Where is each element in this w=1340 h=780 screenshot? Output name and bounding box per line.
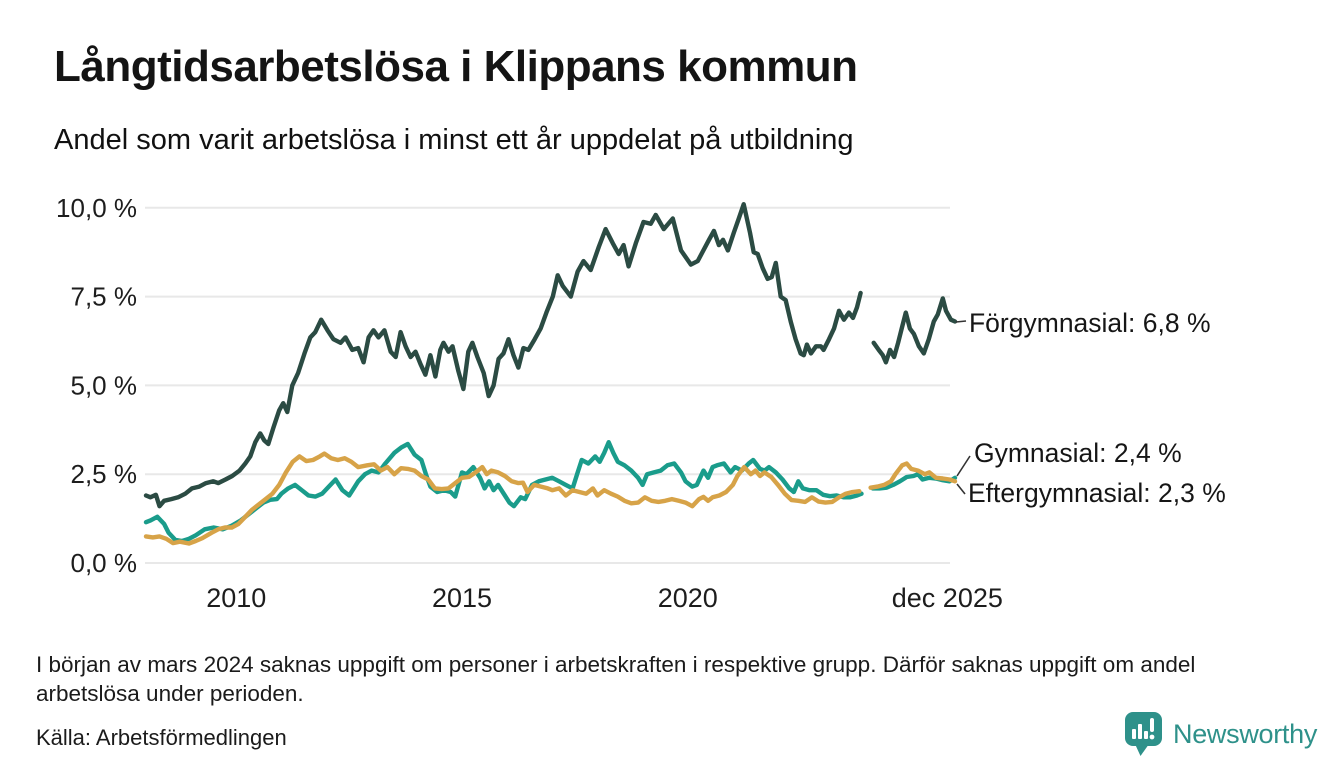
footnote-text: I början av mars 2024 saknas uppgift om … <box>36 652 1196 706</box>
x-axis-tick-label: 2010 <box>206 583 266 613</box>
label-connector <box>956 455 971 477</box>
newsworthy-logo-text: Newsworthy <box>1173 718 1318 749</box>
line-chart: 0,0 % 2,5 % 5,0 % 7,5 % 10,0 % 2010 2015 2020 de… <box>0 190 1340 640</box>
page-title: Långtidsarbetslösa i Klippans kommun <box>54 42 858 91</box>
y-axis-tick-label: 0,0 % <box>71 548 138 578</box>
source-text: Källa: Arbetsförmedlingen <box>36 725 287 750</box>
line-chart-svg: 0,0 % 2,5 % 5,0 % 7,5 % 10,0 % 2010 2015 2020 de… <box>56 193 1226 613</box>
series-end-label-gymnasial: Gymnasial: 2,4 % <box>974 438 1182 468</box>
series-line-eftergymnasial <box>868 461 958 490</box>
newsworthy-logo-icon <box>1125 712 1162 756</box>
x-axis-tick-label: 2015 <box>432 583 492 613</box>
x-axis-tick-label: 2020 <box>658 583 718 613</box>
y-axis-tick-label: 7,5 % <box>71 282 138 312</box>
series-line-gymnasial <box>143 439 864 544</box>
y-axis-tick-label: 2,5 % <box>71 459 138 489</box>
series-end-label-förgymnasial: Förgymnasial: 6,8 % <box>969 308 1211 338</box>
series-line-förgymnasial <box>143 201 863 509</box>
y-axis-tick-label: 5,0 % <box>71 370 138 400</box>
label-connector <box>956 483 966 495</box>
x-axis-tick-label: dec 2025 <box>892 583 1003 613</box>
y-axis-tick-label: 10,0 % <box>56 193 137 223</box>
label-connector <box>955 320 967 323</box>
series-line-eftergymnasial <box>143 451 862 546</box>
newsworthy-logo: Newsworthy <box>1124 711 1317 757</box>
series-line-förgymnasial <box>871 296 958 365</box>
series-end-label-eftergymnasial: Eftergymnasial: 2,3 % <box>968 478 1226 508</box>
page-subtitle: Andel som varit arbetslösa i minst ett å… <box>54 124 854 156</box>
